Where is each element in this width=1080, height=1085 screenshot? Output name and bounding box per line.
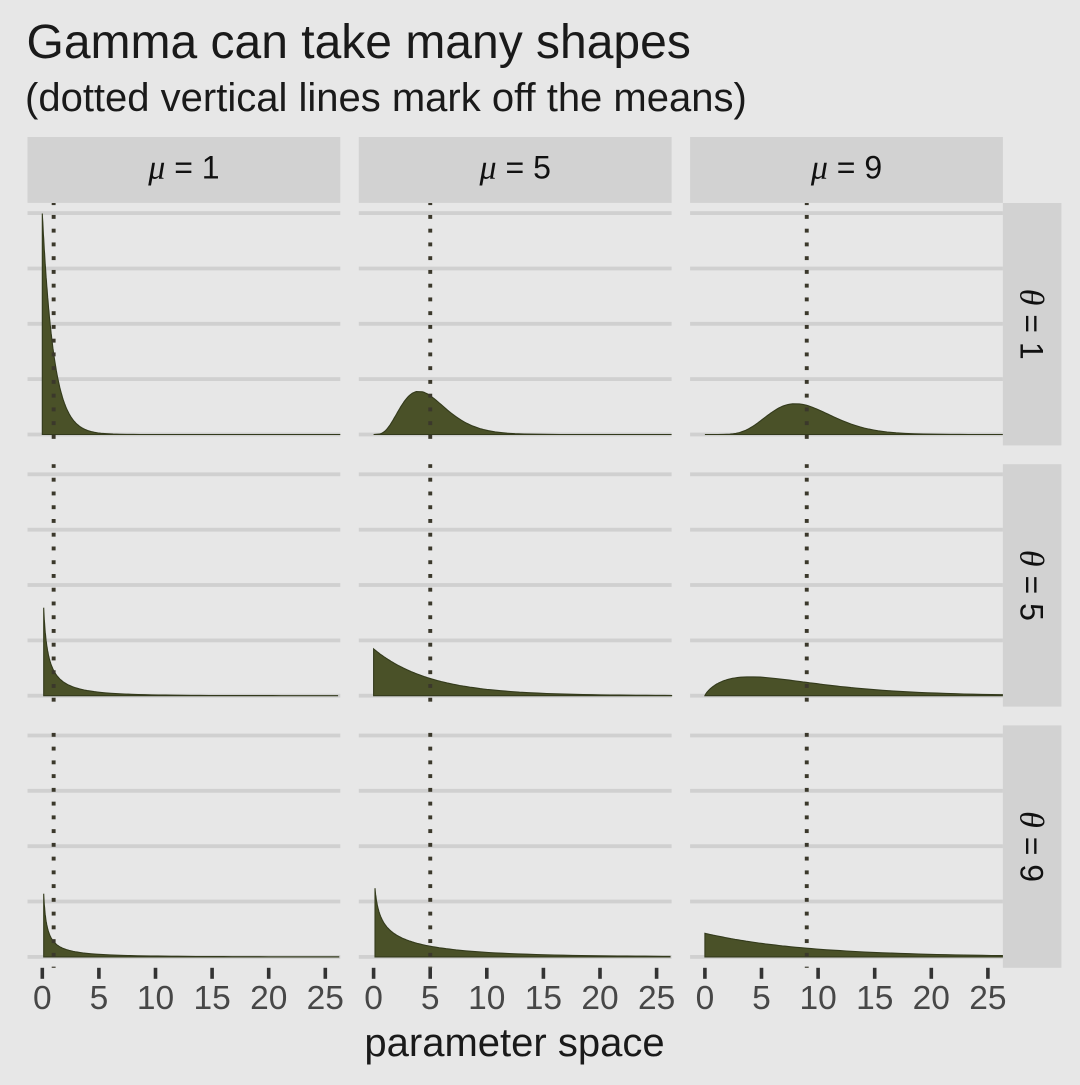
svg-text:20: 20 (250, 980, 287, 1017)
svg-text:25: 25 (307, 980, 344, 1017)
svg-text:0: 0 (364, 980, 383, 1017)
svg-text:0: 0 (33, 980, 52, 1017)
svg-text:θ = 9: θ = 9 (1013, 811, 1050, 882)
svg-text:10: 10 (137, 980, 174, 1017)
svg-text:10: 10 (468, 980, 505, 1017)
svg-text:μ = 1: μ = 1 (147, 150, 219, 187)
svg-text:parameter space: parameter space (364, 1021, 664, 1065)
svg-text:θ = 5: θ = 5 (1013, 550, 1050, 621)
svg-text:μ = 5: μ = 5 (479, 150, 551, 187)
svg-text:Gamma can take many shapes: Gamma can take many shapes (27, 16, 691, 69)
svg-text:5: 5 (421, 980, 440, 1017)
svg-text:20: 20 (913, 980, 950, 1017)
svg-text:20: 20 (581, 980, 618, 1017)
svg-text:(dotted vertical lines mark of: (dotted vertical lines mark off the mean… (25, 76, 747, 120)
svg-text:0: 0 (696, 980, 715, 1017)
svg-text:25: 25 (638, 980, 675, 1017)
svg-text:5: 5 (752, 980, 771, 1017)
svg-text:15: 15 (193, 980, 230, 1017)
svg-text:10: 10 (799, 980, 836, 1017)
svg-text:θ = 1: θ = 1 (1013, 289, 1050, 360)
svg-text:15: 15 (525, 980, 562, 1017)
svg-text:15: 15 (856, 980, 893, 1017)
svg-text:5: 5 (90, 980, 109, 1017)
svg-text:μ = 9: μ = 9 (810, 150, 882, 187)
svg-text:25: 25 (969, 980, 1006, 1017)
